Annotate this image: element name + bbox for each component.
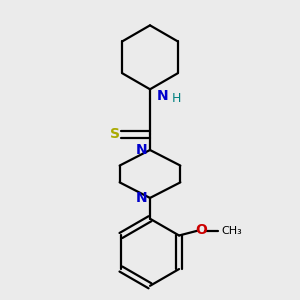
Text: N: N	[136, 191, 147, 205]
Text: CH₃: CH₃	[222, 226, 242, 236]
Text: N: N	[136, 143, 147, 157]
Text: H: H	[171, 92, 181, 105]
Text: S: S	[110, 127, 121, 141]
Text: O: O	[195, 223, 207, 237]
Text: N: N	[157, 89, 169, 103]
